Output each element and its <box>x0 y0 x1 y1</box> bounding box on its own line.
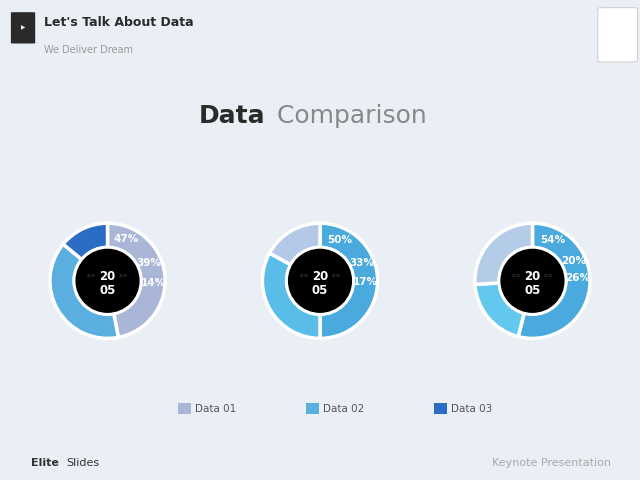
Text: 05: 05 <box>99 284 116 297</box>
Text: 54%: 54% <box>541 235 566 245</box>
Text: 1: 1 <box>615 18 620 27</box>
Bar <box>178 404 191 414</box>
Circle shape <box>73 247 142 315</box>
Wedge shape <box>262 253 320 338</box>
Wedge shape <box>269 223 320 264</box>
Wedge shape <box>475 283 524 336</box>
Text: We Deliver Dream: We Deliver Dream <box>44 45 132 55</box>
Text: 2005: 2005 <box>332 274 340 278</box>
Text: Elite: Elite <box>31 458 59 468</box>
Text: 33%: 33% <box>349 258 374 268</box>
Text: 39%: 39% <box>137 258 162 268</box>
Text: 17%: 17% <box>353 277 378 287</box>
FancyBboxPatch shape <box>11 12 35 44</box>
Circle shape <box>501 250 564 312</box>
Wedge shape <box>475 223 532 285</box>
Text: Comparison: Comparison <box>269 104 426 128</box>
Text: Let's Talk About Data: Let's Talk About Data <box>44 16 193 29</box>
Text: 2005: 2005 <box>544 274 553 278</box>
Text: 05: 05 <box>312 284 328 297</box>
Text: 50%: 50% <box>327 235 352 244</box>
Text: 47%: 47% <box>113 234 138 244</box>
Wedge shape <box>320 223 378 338</box>
Text: Data 02: Data 02 <box>323 404 364 414</box>
Text: Data: Data <box>199 104 266 128</box>
Text: 2005: 2005 <box>300 274 308 278</box>
Circle shape <box>498 247 567 315</box>
Text: 05: 05 <box>524 284 541 297</box>
Wedge shape <box>63 223 108 260</box>
Text: 20: 20 <box>312 270 328 283</box>
Text: 20: 20 <box>524 270 541 283</box>
Circle shape <box>285 247 355 315</box>
Text: Data 03: Data 03 <box>451 404 492 414</box>
Text: Keynote Presentation: Keynote Presentation <box>492 458 611 468</box>
Circle shape <box>289 250 351 312</box>
Wedge shape <box>50 244 118 338</box>
Text: 20: 20 <box>99 270 116 283</box>
Text: 2005: 2005 <box>512 274 521 278</box>
Text: Data 01: Data 01 <box>195 404 236 414</box>
Text: 2005: 2005 <box>87 274 96 278</box>
Text: 20%: 20% <box>561 256 586 266</box>
Circle shape <box>76 250 139 312</box>
Text: 26%: 26% <box>565 274 591 283</box>
Bar <box>434 404 447 414</box>
Text: 14%: 14% <box>140 278 166 288</box>
FancyBboxPatch shape <box>598 8 637 62</box>
Text: ▶: ▶ <box>21 25 25 30</box>
Wedge shape <box>518 223 590 338</box>
Text: 5: 5 <box>615 46 620 55</box>
Text: 2005: 2005 <box>119 274 128 278</box>
Wedge shape <box>108 223 165 337</box>
Text: Slides: Slides <box>67 458 100 468</box>
Bar <box>306 404 319 414</box>
